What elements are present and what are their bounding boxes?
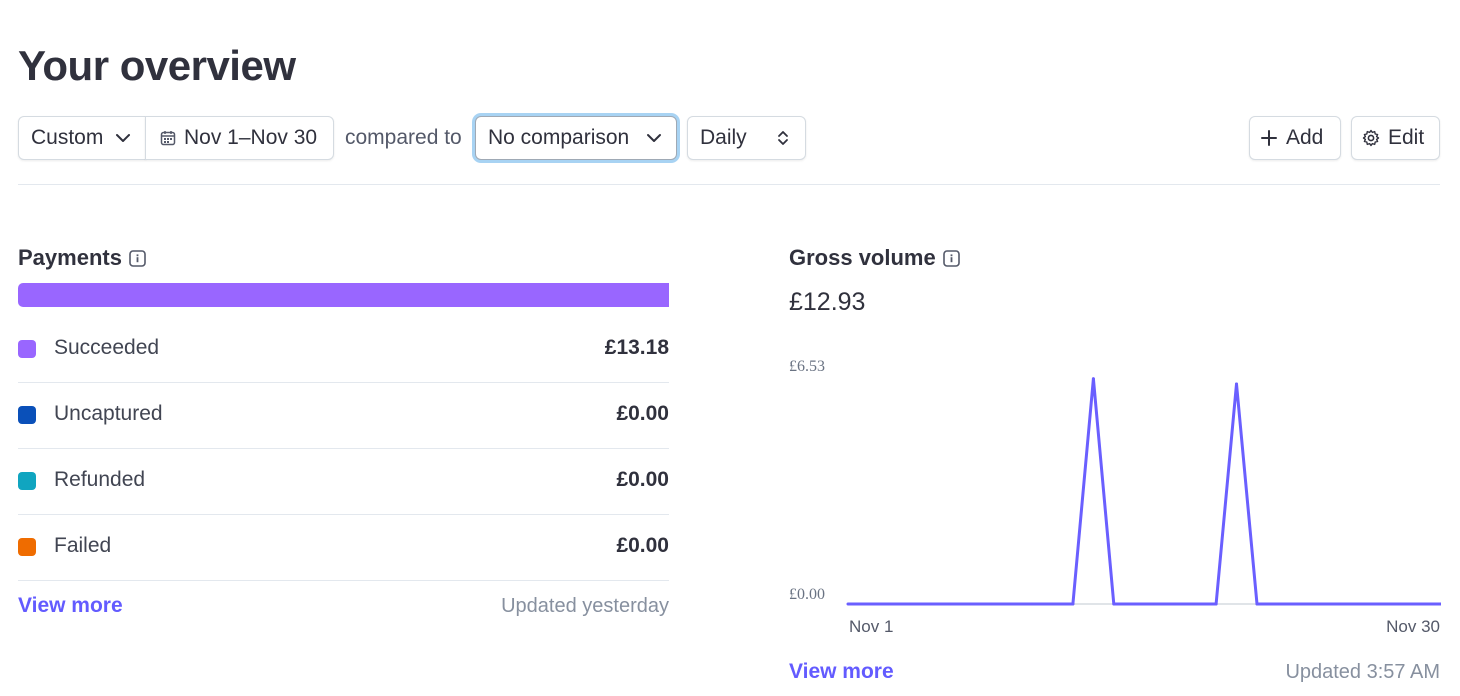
status-amount: £13.18 [604,336,669,359]
data-point [1357,602,1361,606]
edit-button[interactable]: Edit [1351,116,1440,160]
data-point [1398,602,1402,606]
gear-icon [1362,129,1380,147]
comparison-select[interactable]: No comparison [475,116,677,160]
payments-updated-text: Updated yesterday [501,595,669,617]
status-color-dot [18,340,36,358]
gross-volume-total: £12.93 [789,288,866,316]
status-amount: £0.00 [616,534,669,557]
payment-row-refunded[interactable]: Refunded £0.00 [18,449,669,515]
chevron-down-icon [647,134,661,142]
filter-toolbar: Custom Nov 1–Nov 30 compared to No compa… [18,116,1440,160]
compared-to-text: compared to [345,126,462,149]
data-point [1091,377,1095,381]
data-point [1275,602,1279,606]
info-icon[interactable] [129,249,146,267]
data-point [1153,602,1157,606]
data-point [1316,602,1320,606]
info-icon[interactable] [942,249,960,267]
calendar-icon [160,131,176,146]
gross-volume-title-text: Gross volume [789,245,936,270]
gross-volume-view-more-link[interactable]: View more [789,660,894,683]
gross-volume-chart[interactable]: £6.53 £0.00 Nov 1 Nov 30 [789,350,1441,640]
status-label: Refunded [54,468,146,491]
status-color-dot [18,472,36,490]
data-point [1255,602,1259,606]
interval-value: Daily [700,126,747,149]
gross-volume-series-line [848,377,1441,606]
data-point [866,602,870,606]
payment-row-failed[interactable]: Failed £0.00 [18,515,669,581]
data-point [1419,602,1423,606]
payment-row-uncaptured[interactable]: Uncaptured £0.00 [18,383,669,449]
add-label: Add [1286,126,1324,149]
data-point [1194,602,1198,606]
status-label: Failed [54,534,112,557]
data-point [1337,602,1341,606]
date-range-label: Nov 1–Nov 30 [184,126,318,149]
status-color-dot [18,538,36,556]
payments-breakdown-bar[interactable] [18,283,669,307]
y-axis-max-label: £6.53 [789,358,825,375]
data-point [989,602,993,606]
data-point [1439,602,1441,606]
data-point [1296,602,1300,606]
payments-title-text: Payments [18,245,122,270]
status-amount: £0.00 [616,402,669,425]
data-point [1051,602,1054,606]
chevron-down-icon [116,134,130,142]
date-range-button[interactable]: Nov 1–Nov 30 [145,116,334,160]
payments-title: Payments [18,245,146,271]
plus-icon [1261,130,1277,146]
status-label: Uncaptured [54,402,163,425]
data-point [846,602,850,606]
status-color-dot [18,406,36,424]
y-axis-min-label: £0.00 [789,586,825,603]
gross-volume-title: Gross volume [789,245,960,271]
data-point [1132,602,1136,606]
status-amount: £0.00 [616,468,669,491]
add-button[interactable]: Add [1249,116,1341,160]
data-point [907,602,911,606]
data-point [1378,602,1382,606]
edit-label: Edit [1388,126,1425,149]
range-preset-label: Custom [31,126,104,149]
payments-view-more-link[interactable]: View more [18,594,123,617]
data-point [1010,602,1014,606]
status-label: Succeeded [54,336,160,359]
payment-row-succeeded[interactable]: Succeeded £13.18 [18,317,669,383]
data-point [1071,602,1075,606]
header-divider [18,184,1440,185]
page-title: Your overview [18,42,296,89]
data-point [1214,602,1218,606]
data-point [969,602,973,606]
data-point [1112,602,1116,606]
data-point [1173,602,1177,606]
x-tick-start-label: Nov 1 [849,617,893,636]
data-point [1235,382,1238,386]
x-tick-end-label: Nov 30 [1386,617,1440,636]
data-point [1030,602,1034,606]
data-point [948,602,952,606]
range-preset-select[interactable]: Custom [18,116,146,160]
chevron-up-down-icon [778,131,788,145]
gross-volume-updated-text: Updated 3:57 AM [1285,661,1440,683]
interval-select[interactable]: Daily [687,116,806,160]
data-point [887,602,891,606]
series-layer [846,377,1441,606]
comparison-value: No comparison [488,126,630,149]
data-point [928,602,932,606]
